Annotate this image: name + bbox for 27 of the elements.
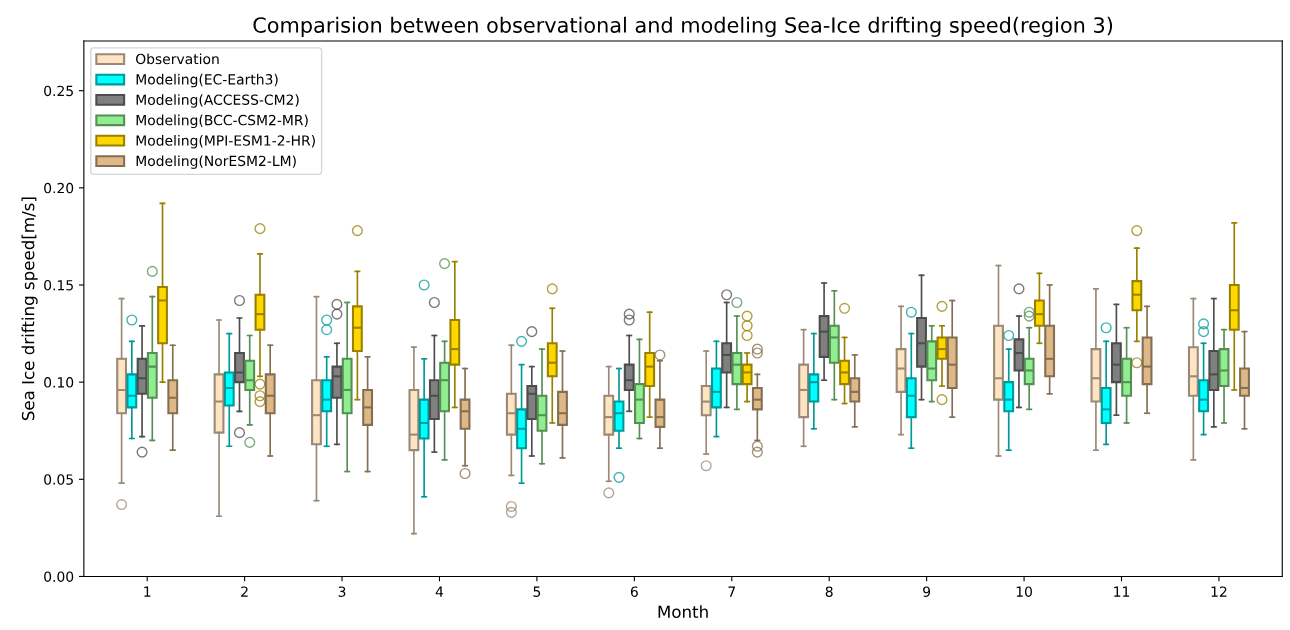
legend-label: Modeling(EC-Earth3) [136, 73, 278, 88]
x-tick-label: 3 [338, 586, 346, 597]
legend-label: Modeling(MPI-ESM1-2-HR) [136, 135, 315, 149]
x-tick-label: 10 [1016, 586, 1032, 597]
x-axis-title: Month [658, 605, 708, 619]
x-tick-label: 5 [533, 586, 541, 597]
y-tick-label: 0.05 [44, 474, 73, 485]
legend-label: Modeling(NorESM2-LM) [136, 155, 296, 169]
chart-title: Comparision between observational and modeling Sea-Ice drifting speed(region 3) [253, 16, 1113, 37]
y-tick-label: 0.20 [44, 182, 74, 194]
legend-label: Modeling(BCC-CSM2-MR) [136, 114, 308, 129]
legend-label: Observation [136, 53, 219, 65]
legend-label: Modeling(ACCESS-CM2) [136, 94, 299, 108]
x-tick-label: 2 [241, 586, 248, 597]
y-tick-label: 0.15 [44, 279, 73, 291]
x-tick-label: 7 [728, 586, 735, 597]
x-tick-label: 6 [630, 586, 638, 597]
x-tick-label: 8 [825, 586, 833, 597]
x-tick-label: 4 [435, 586, 444, 597]
x-tick-label: 12 [1211, 586, 1227, 597]
y-tick-label: 0.00 [44, 571, 74, 582]
y-tick-label: 0.25 [44, 85, 73, 97]
y-tick-label: 0.10 [44, 377, 74, 388]
x-tick-label: 11 [1114, 586, 1130, 597]
y-axis-title: Sea Ice drifting speed[m/s] [21, 197, 38, 421]
x-tick-label: 1 [144, 586, 151, 597]
x-tick-label: 9 [923, 586, 931, 597]
